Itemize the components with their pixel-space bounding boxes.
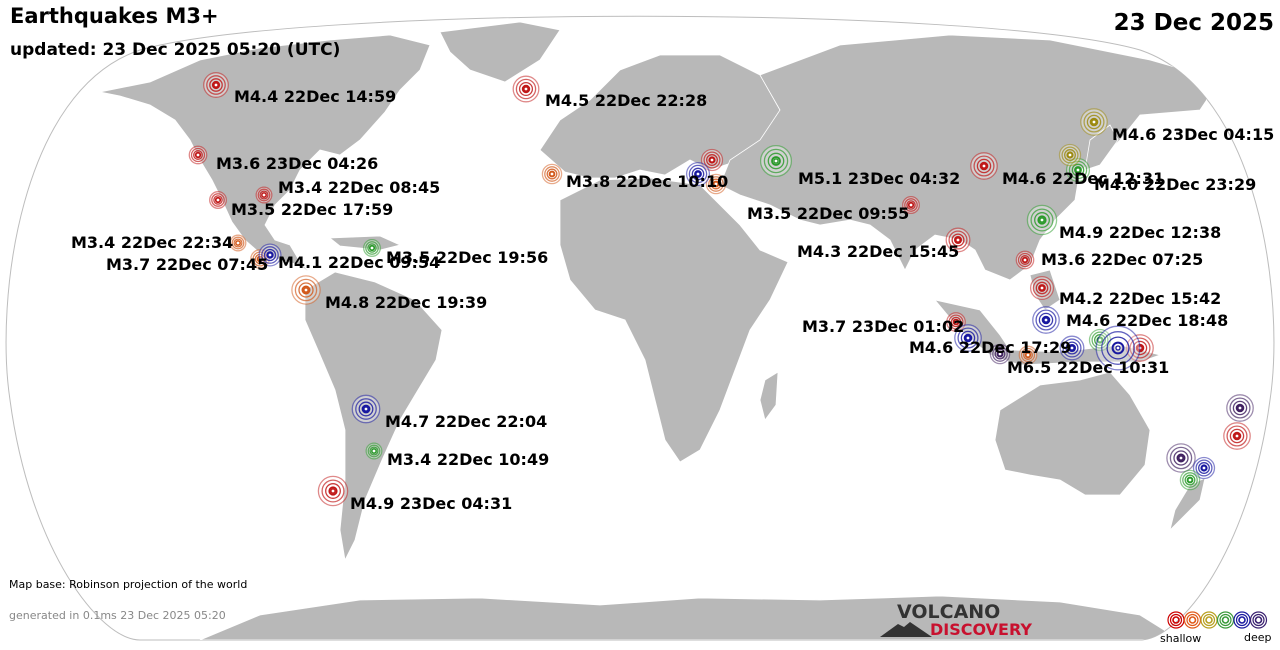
quake-label[interactable]: M3.7 23Dec 01:02 (802, 317, 965, 336)
quake-marker[interactable] (1080, 108, 1108, 136)
quake-label[interactable]: M3.8 22Dec 10:10 (566, 172, 729, 191)
quake-marker[interactable] (512, 75, 540, 103)
quake-marker[interactable] (970, 152, 998, 180)
quake-label[interactable]: M4.6 23Dec 04:15 (1112, 125, 1275, 144)
quake-marker[interactable] (705, 173, 727, 195)
quake-label[interactable]: M3.4 22Dec 10:49 (387, 450, 550, 469)
quake-label[interactable]: M4.6 22Dec 17:29 (909, 338, 1072, 357)
quake-label[interactable]: M4.7 22Dec 22:04 (385, 412, 548, 431)
quake-marker[interactable] (1223, 422, 1251, 450)
quake-label[interactable]: M3.5 22Dec 09:55 (747, 204, 910, 223)
quake-label[interactable]: M4.0 22Dec 23:29 (1094, 175, 1257, 194)
quake-marker[interactable] (203, 72, 229, 98)
quake-label[interactable]: M4.5 22Dec 22:28 (545, 91, 708, 110)
greenland (439, 21, 561, 83)
page-title: Earthquakes M3+ (10, 4, 219, 28)
depth-legend: shallow deep (1160, 608, 1278, 648)
quake-marker[interactable] (902, 196, 920, 214)
quake-label[interactable]: M4.9 22Dec 12:38 (1059, 223, 1222, 242)
quake-marker[interactable] (1026, 204, 1058, 236)
quake-label[interactable]: M5.1 23Dec 04:32 (798, 169, 961, 188)
quake-marker[interactable] (1015, 250, 1035, 270)
quake-marker[interactable] (351, 394, 381, 424)
quake-label[interactable]: M3.6 23Dec 04:26 (216, 154, 379, 173)
quake-marker[interactable] (1059, 335, 1085, 361)
quake-label[interactable]: M3.7 22Dec 07:45 (106, 255, 269, 274)
quake-marker[interactable] (989, 343, 1011, 365)
legend-depth-circle (1172, 616, 1180, 624)
legend-depth-circle (1219, 613, 1232, 627)
quake-marker[interactable] (291, 275, 321, 305)
quake-marker[interactable] (365, 442, 383, 460)
antarctica (199, 595, 1182, 640)
current-date: 23 Dec 2025 (1113, 10, 1274, 36)
quake-label[interactable]: M4.6 22Dec 18:48 (1066, 311, 1229, 330)
logo-word-discovery: DISCOVERY (930, 620, 1033, 639)
legend-deep-label: deep (1244, 631, 1272, 644)
quake-marker[interactable] (1166, 443, 1196, 473)
quake-label[interactable]: M4.8 22Dec 19:39 (325, 293, 488, 312)
quake-label[interactable]: M3.4 22Dec 08:45 (278, 178, 441, 197)
quake-marker[interactable] (1192, 456, 1216, 480)
updated-timestamp: updated: 23 Dec 2025 05:20 (UTC) (10, 40, 341, 60)
legend-depth-circle (1252, 613, 1265, 627)
quake-label[interactable]: M4.3 22Dec 15:45 (797, 242, 960, 261)
quake-marker[interactable] (954, 324, 982, 352)
quake-marker[interactable] (209, 191, 227, 209)
depth-legend-circles (1167, 611, 1268, 629)
legend-depth-circle (1238, 616, 1246, 624)
africa (559, 177, 789, 463)
quake-marker[interactable] (1018, 345, 1038, 365)
quake-marker[interactable] (1226, 394, 1254, 422)
quake-marker[interactable] (945, 227, 971, 253)
madagascar (759, 371, 779, 421)
map-base-note: Map base: Robinson projection of the wor… (9, 578, 248, 591)
quake-label[interactable]: M3.5 22Dec 17:59 (231, 200, 394, 219)
quake-marker[interactable] (1058, 143, 1082, 167)
quake-marker[interactable] (759, 144, 793, 178)
volcano-logo-icon (880, 622, 932, 637)
quake-marker[interactable] (258, 243, 282, 267)
generated-note: generated in 0.1ms 23 Dec 2025 05:20 (9, 609, 226, 622)
legend-depth-circle (1235, 613, 1249, 627)
north-america (99, 34, 431, 276)
quake-label[interactable]: M3.6 22Dec 07:25 (1041, 250, 1204, 269)
quake-label[interactable]: M4.1 22Dec 09:54 (278, 253, 441, 272)
quake-marker[interactable] (685, 161, 711, 187)
quake-label[interactable]: M4.9 23Dec 04:31 (350, 494, 513, 513)
legend-depth-circle (1188, 616, 1197, 624)
quake-label[interactable]: M4.2 22Dec 15:42 (1059, 289, 1222, 308)
legend-shallow-label: shallow (1160, 632, 1202, 645)
quake-marker[interactable] (317, 475, 349, 507)
quake-marker[interactable] (1179, 469, 1201, 491)
quake-marker[interactable] (1029, 275, 1055, 301)
volcano-discovery-logo[interactable]: VOLCANO DISCOVERY (880, 601, 1040, 641)
earthquake-markers (188, 72, 1254, 507)
legend-depth-circle (1205, 616, 1213, 624)
legend-depth-circle (1249, 611, 1268, 629)
quake-label[interactable]: M3.5 22Dec 19:56 (386, 248, 549, 267)
quake-marker[interactable] (255, 186, 273, 204)
quake-marker[interactable] (229, 234, 247, 252)
legend-depth-circle (1169, 613, 1183, 627)
quake-marker[interactable] (541, 163, 563, 185)
legend-depth-circle (1254, 616, 1263, 624)
legend-depth-circle (1221, 616, 1230, 624)
quake-label[interactable]: M4.4 22Dec 14:59 (234, 87, 397, 106)
legend-depth-circle (1202, 613, 1216, 627)
quake-label[interactable]: M3.4 22Dec 22:34 (71, 233, 234, 252)
quake-marker[interactable] (1095, 325, 1141, 371)
legend-depth-circle (1186, 613, 1199, 627)
quake-marker[interactable] (700, 148, 724, 172)
quake-label[interactable]: M4.6 22Dec 12:31 (1002, 169, 1165, 188)
logo-word-volcano: VOLCANO (897, 601, 1001, 623)
quake-marker[interactable] (1032, 306, 1060, 334)
australia (994, 371, 1151, 496)
quake-marker[interactable] (188, 145, 208, 165)
quake-label[interactable]: M6.5 22Dec 10:31 (1007, 358, 1170, 377)
quake-marker[interactable] (363, 239, 381, 257)
